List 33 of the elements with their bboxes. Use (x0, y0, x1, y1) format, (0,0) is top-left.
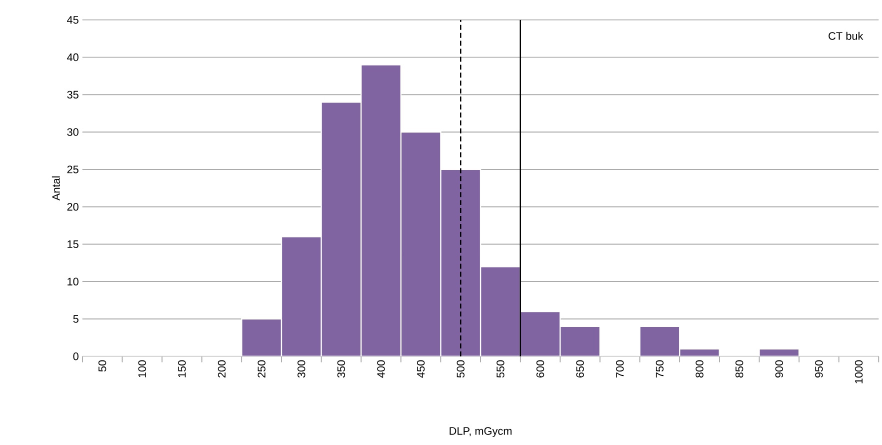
x-tick-label: 200 (218, 360, 226, 378)
y-tick-label: 30 (67, 128, 78, 136)
x-tick-label: 850 (735, 360, 744, 378)
y-tick-label: 45 (67, 16, 78, 24)
x-tick-label: 400 (377, 360, 385, 378)
x-tick-label: 350 (337, 360, 346, 378)
x-tick-label: 550 (496, 360, 504, 378)
x-tick-label: 150 (178, 360, 186, 378)
x-tick-label: 50 (98, 360, 106, 372)
x-tick-label: 950 (815, 360, 823, 378)
x-tick-label: 700 (616, 360, 624, 378)
x-tick-label: 1000 (854, 360, 863, 384)
x-tick-label: 900 (775, 360, 784, 378)
y-tick-label: 40 (67, 53, 78, 62)
x-tick-label: 100 (138, 360, 146, 378)
y-tick-label: 20 (67, 202, 78, 211)
y-tick-label: 10 (68, 278, 78, 286)
annotation: CT buk (828, 32, 864, 40)
y-axis-title: Antal (52, 176, 60, 201)
x-tick-label: 500 (456, 360, 464, 378)
y-tick-label: 25 (67, 166, 78, 174)
y-tick-label: 15 (68, 240, 78, 248)
x-axis-title: DLP, mGycm (450, 427, 512, 438)
x-tick-label: 250 (258, 360, 266, 378)
x-tick-label: 650 (576, 360, 584, 378)
y-tick-label: 35 (67, 90, 78, 99)
x-tick-label: 300 (298, 360, 306, 378)
x-tick-label: 600 (536, 360, 544, 378)
y-tick-label: 0 (73, 352, 78, 360)
x-tick-label: 750 (656, 360, 664, 378)
x-tick-label: 450 (416, 360, 425, 378)
x-tick-label: 800 (696, 360, 704, 378)
y-tick-label: 5 (73, 315, 78, 323)
